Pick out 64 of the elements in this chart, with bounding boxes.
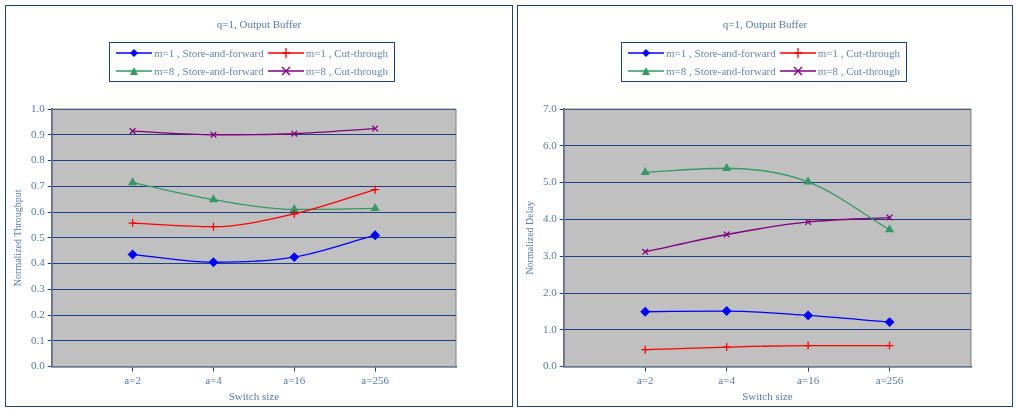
y-tick-label: 0.0 — [543, 359, 558, 372]
legend-label: m=8 , Cut-through — [305, 65, 389, 77]
x-axis-title: Switch size — [228, 390, 280, 403]
y-tick-label: 3.0 — [543, 249, 558, 262]
x-tick-label: a=2 — [636, 374, 654, 387]
point — [209, 131, 217, 139]
legend-label: m=1 , Store-and-forward — [154, 47, 264, 59]
point — [127, 249, 138, 260]
x-tick-label: a=256 — [361, 374, 390, 387]
x-tick-label: a=4 — [718, 374, 736, 387]
y-tick-label: 1.0 — [543, 322, 558, 335]
x-axis-title: Switch size — [742, 390, 793, 403]
x-tick-label: a=2 — [124, 374, 141, 387]
point — [290, 204, 299, 213]
y-tick-label: 5.0 — [543, 175, 558, 188]
legend-label: m=1 , Cut-through — [305, 47, 389, 59]
y-tick-label: 2.0 — [543, 285, 558, 298]
point — [371, 203, 380, 212]
point — [370, 230, 380, 240]
y-axis-title: Normalized Delay — [523, 201, 535, 275]
point — [722, 163, 731, 171]
point — [129, 127, 137, 135]
point — [723, 231, 731, 238]
point — [885, 225, 894, 233]
y-tick-label: 0.1 — [31, 333, 45, 346]
y-tick-label: 0.9 — [31, 127, 46, 140]
point — [641, 167, 650, 175]
legend-label: m=8 , Store-and-forward — [666, 65, 776, 77]
point — [803, 340, 813, 351]
x-tick-label: a=16 — [283, 374, 306, 387]
y-tick-label: 0.2 — [31, 307, 45, 320]
x-tick-label: a=256 — [875, 374, 904, 387]
point — [722, 306, 732, 316]
point — [209, 195, 218, 203]
x-tick-label: a=4 — [205, 374, 223, 387]
point — [722, 342, 732, 352]
legend-label: m=1 , Store-and-forward — [666, 47, 776, 59]
point — [289, 252, 299, 262]
legend-label: m=8 , Store-and-forward — [154, 65, 264, 77]
y-tick-label: 6.0 — [543, 138, 558, 151]
chart-title: q=1, Output Buffer — [721, 18, 809, 30]
y-tick-label: 0.8 — [31, 153, 46, 166]
legend-label: m=8 , Cut-through — [817, 65, 901, 77]
point — [640, 307, 650, 317]
point — [128, 178, 137, 186]
y-tick-label: 0.3 — [31, 282, 46, 295]
y-tick-label: 4.0 — [543, 212, 558, 225]
y-tick-label: 0.6 — [31, 204, 46, 217]
point — [371, 125, 379, 133]
y-tick-label: 1.0 — [31, 101, 46, 114]
x-tick-label: a=16 — [797, 374, 820, 387]
y-tick-label: 0.0 — [31, 359, 46, 372]
point — [803, 177, 813, 185]
y-axis-title: Normalized Throughput — [11, 189, 23, 287]
legend-label: m=1 , Cut-through — [817, 47, 901, 59]
chart-title: q=1, Output Buffer — [215, 18, 303, 30]
y-tick-label: 0.4 — [31, 256, 46, 269]
y-tick-label: 0.5 — [31, 230, 46, 243]
y-tick-label: 7.0 — [543, 101, 558, 114]
point — [127, 218, 138, 228]
point — [884, 317, 895, 327]
y-tick-label: 0.7 — [31, 179, 46, 192]
point — [803, 310, 813, 321]
point — [208, 257, 219, 267]
